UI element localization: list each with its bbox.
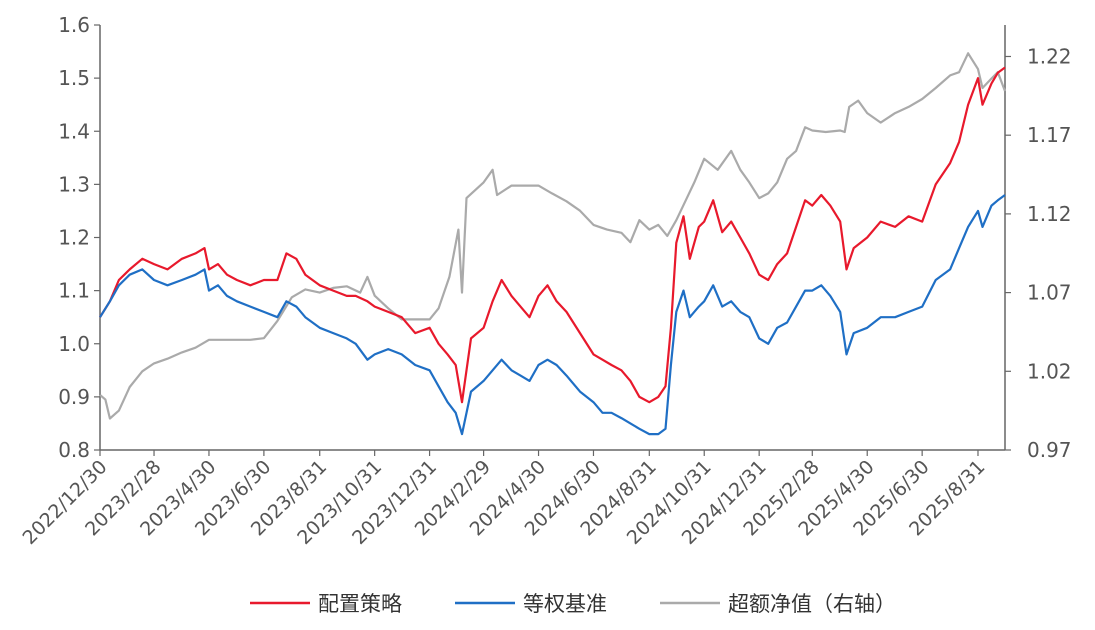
series-line-1 — [99, 194, 1006, 436]
left-tick-label: 1.2 — [58, 226, 90, 250]
legend-label-2: 超额净值（右轴） — [728, 592, 896, 616]
left-tick-label: 0.8 — [58, 438, 90, 462]
right-tick-label: 1.02 — [1027, 359, 1072, 383]
x-axis: 2022/12/302023/2/282023/4/302023/6/30202… — [19, 449, 1005, 549]
legend-label-1: 等权基准 — [523, 592, 607, 616]
left-tick-label: 1.1 — [58, 279, 90, 303]
left-tick-label: 0.9 — [58, 385, 90, 409]
right-tick-label: 1.12 — [1027, 202, 1072, 226]
legend-label-0: 配置策略 — [318, 592, 402, 616]
right-tick-label: 0.97 — [1027, 438, 1072, 462]
left-tick-label: 1.3 — [58, 172, 90, 196]
legend: 配置策略 等权基准 超额净值（右轴） — [250, 592, 896, 616]
left-y-axis: 0.8 0.9 1.0 1.1 1.2 1.3 1.4 1.5 1.6 — [58, 13, 101, 462]
series-line-2 — [99, 52, 1007, 420]
right-y-axis: 0.97 1.02 1.07 1.12 1.17 1.22 — [1004, 25, 1072, 462]
series-line-0 — [99, 66, 1006, 404]
left-tick-label: 1.5 — [58, 66, 90, 90]
left-tick-label: 1.0 — [58, 332, 90, 356]
right-tick-label: 1.17 — [1027, 123, 1072, 147]
left-tick-label: 1.4 — [58, 119, 90, 143]
right-tick-label: 1.07 — [1027, 281, 1072, 305]
right-tick-label: 1.22 — [1027, 44, 1072, 68]
left-tick-label: 1.6 — [58, 13, 90, 37]
series-layer — [99, 52, 1007, 436]
